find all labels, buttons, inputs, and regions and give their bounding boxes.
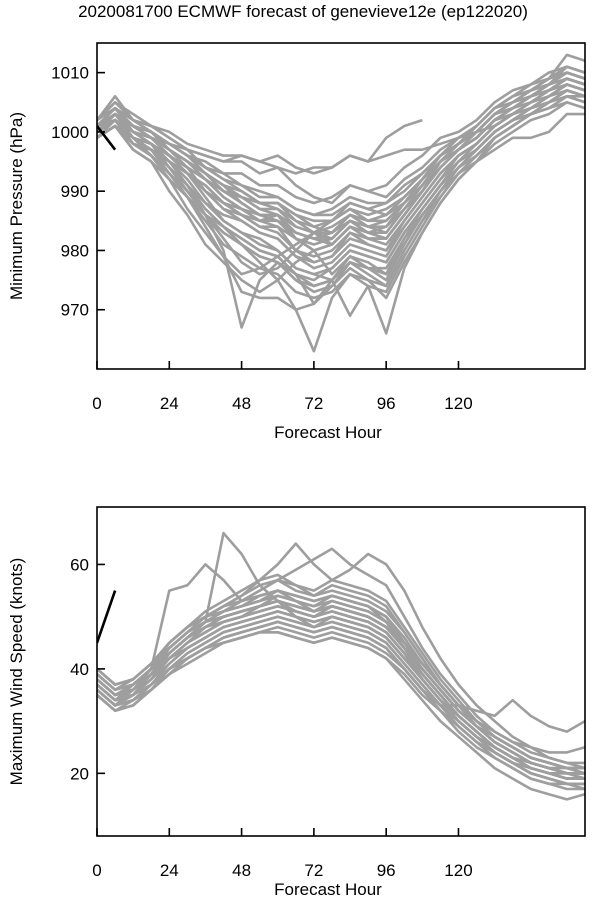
ensemble-member-line-34 bbox=[97, 77, 585, 246]
x-tick-label: 72 bbox=[304, 861, 323, 880]
x-tick-label: 72 bbox=[304, 394, 323, 413]
x-tick-label: 0 bbox=[92, 394, 101, 413]
observed-line bbox=[97, 590, 117, 644]
ensemble-member-line-28 bbox=[97, 620, 585, 733]
ensemble-member-line-24 bbox=[97, 594, 585, 770]
y-tick-label: 980 bbox=[61, 241, 89, 260]
x-tick-label: 48 bbox=[232, 861, 251, 880]
y-tick-label: 1000 bbox=[51, 123, 89, 142]
x-tick-label: 48 bbox=[232, 394, 251, 413]
ensemble-member-line-31 bbox=[97, 112, 585, 288]
x-tick-label: 96 bbox=[377, 394, 396, 413]
ensemble-member-line-19 bbox=[97, 71, 585, 240]
ensemble-member-line-21 bbox=[97, 89, 585, 294]
ensemble-member-line-27 bbox=[97, 610, 585, 780]
x-tick-label: 24 bbox=[160, 394, 179, 413]
ensemble-member-line-30 bbox=[97, 53, 585, 228]
series-group bbox=[97, 53, 585, 353]
y-tick-label: 40 bbox=[70, 660, 89, 679]
observed-line bbox=[97, 125, 117, 151]
x-tick-label: 120 bbox=[444, 861, 472, 880]
series-group bbox=[97, 531, 585, 801]
y-axis-label: Maximum Wind Speed (knots) bbox=[7, 558, 26, 786]
ensemble-member-line-27 bbox=[97, 77, 585, 240]
x-axis-label: Forecast Hour bbox=[274, 880, 382, 899]
x-tick-label: 24 bbox=[160, 861, 179, 880]
y-tick-label: 970 bbox=[61, 301, 89, 320]
ensemble-member-line-29 bbox=[97, 589, 585, 754]
x-tick-label: 0 bbox=[92, 861, 101, 880]
x-tick-label: 96 bbox=[377, 861, 396, 880]
y-tick-label: 1010 bbox=[51, 64, 89, 83]
chart-panel-1: 970 980 990 1000 1010 0 24 48 72 96 120 Forecast Ho… bbox=[7, 42, 586, 442]
ensemble-member-line-35 bbox=[97, 118, 423, 175]
ensemble-member-line-25 bbox=[97, 615, 585, 786]
ensemble-member-line-32 bbox=[97, 604, 585, 780]
x-axis-label: Forecast Hour bbox=[274, 423, 382, 442]
plot-frame bbox=[96, 506, 586, 837]
chart-panel-2: 20 40 60 0 24 48 72 96 120 Forecast Hour Maximum W… bbox=[7, 506, 586, 899]
ensemble-member-line-12 bbox=[97, 71, 585, 223]
plot-frame bbox=[96, 42, 586, 370]
ensemble-member-line-33 bbox=[97, 95, 585, 300]
y-tick-label: 20 bbox=[70, 764, 89, 783]
ensemble-member-line-33 bbox=[97, 599, 585, 775]
y-tick-label: 60 bbox=[70, 555, 89, 574]
figure-title: 2020081700 ECMWF forecast of genevieve12… bbox=[78, 2, 528, 21]
y-tick-label: 990 bbox=[61, 182, 89, 201]
ensemble-member-line-30 bbox=[97, 630, 585, 801]
x-tick-label: 120 bbox=[444, 394, 472, 413]
y-axis-label: Minimum Pressure (hPa) bbox=[7, 112, 26, 300]
